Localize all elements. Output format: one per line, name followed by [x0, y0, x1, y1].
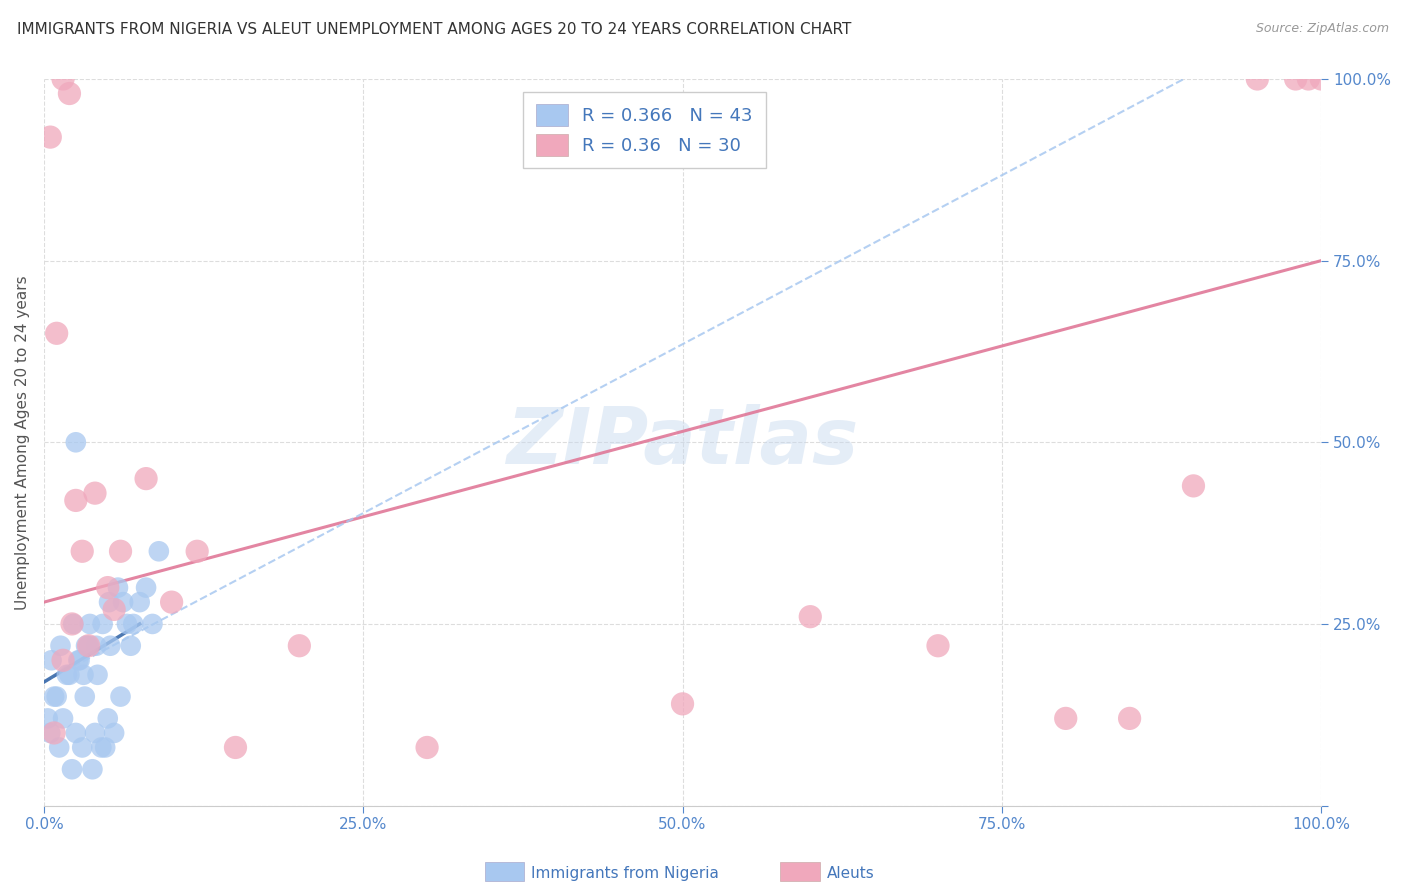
- Point: [1118, 711, 1140, 725]
- Point: [1285, 72, 1308, 87]
- Point: [97, 581, 120, 595]
- Point: [84, 639, 107, 653]
- Text: ZIPatlas: ZIPatlas: [506, 404, 859, 480]
- Point: [84, 726, 107, 740]
- Point: [416, 740, 439, 755]
- Point: [56, 668, 79, 682]
- Text: IMMIGRANTS FROM NIGERIA VS ALEUT UNEMPLOYMENT AMONG AGES 20 TO 24 YEARS CORRELAT: IMMIGRANTS FROM NIGERIA VS ALEUT UNEMPLO…: [17, 22, 851, 37]
- Point: [79, 616, 101, 631]
- Point: [103, 602, 125, 616]
- Point: [84, 486, 107, 500]
- Point: [65, 493, 87, 508]
- Point: [110, 544, 132, 558]
- Point: [1298, 72, 1320, 87]
- Point: [98, 639, 121, 653]
- Point: [60, 616, 83, 631]
- Point: [70, 544, 93, 558]
- Point: [58, 87, 80, 101]
- Point: [671, 697, 693, 711]
- Point: [160, 595, 183, 609]
- Point: [52, 653, 75, 667]
- Point: [1246, 72, 1268, 87]
- Point: [1182, 479, 1205, 493]
- Point: [82, 762, 104, 776]
- Point: [1054, 711, 1077, 725]
- Point: [103, 726, 125, 740]
- Point: [70, 740, 93, 755]
- Point: [224, 740, 246, 755]
- Point: [122, 616, 145, 631]
- Point: [112, 595, 135, 609]
- Point: [135, 581, 157, 595]
- Point: [1310, 72, 1333, 87]
- Point: [86, 668, 108, 682]
- Point: [62, 616, 84, 631]
- Point: [37, 711, 59, 725]
- Point: [58, 668, 80, 682]
- Point: [799, 609, 821, 624]
- Legend: R = 0.366   N = 43, R = 0.36   N = 30: R = 0.366 N = 43, R = 0.36 N = 30: [523, 92, 766, 169]
- Point: [52, 711, 75, 725]
- Point: [135, 472, 157, 486]
- Point: [94, 740, 117, 755]
- Point: [186, 544, 208, 558]
- Point: [90, 740, 112, 755]
- Text: Immigrants from Nigeria: Immigrants from Nigeria: [531, 866, 720, 880]
- Point: [128, 595, 150, 609]
- Point: [41, 653, 63, 667]
- Point: [60, 762, 83, 776]
- Point: [45, 690, 67, 704]
- Point: [927, 639, 949, 653]
- Point: [39, 130, 62, 145]
- Point: [120, 639, 142, 653]
- Text: Source: ZipAtlas.com: Source: ZipAtlas.com: [1256, 22, 1389, 36]
- Point: [97, 711, 120, 725]
- Point: [115, 616, 138, 631]
- Point: [42, 690, 65, 704]
- Point: [52, 72, 75, 87]
- Y-axis label: Unemployment Among Ages 20 to 24 years: Unemployment Among Ages 20 to 24 years: [15, 275, 30, 609]
- Point: [72, 668, 94, 682]
- Point: [39, 726, 62, 740]
- Point: [65, 435, 87, 450]
- Point: [67, 653, 90, 667]
- Point: [91, 616, 114, 631]
- Point: [69, 653, 91, 667]
- Point: [98, 595, 121, 609]
- Point: [75, 639, 97, 653]
- Point: [110, 690, 132, 704]
- Point: [141, 616, 163, 631]
- Point: [107, 581, 129, 595]
- Point: [45, 326, 67, 341]
- Point: [288, 639, 311, 653]
- Point: [49, 639, 72, 653]
- Point: [77, 639, 100, 653]
- Point: [65, 726, 87, 740]
- Point: [48, 740, 70, 755]
- Text: Aleuts: Aleuts: [827, 866, 875, 880]
- Point: [77, 639, 100, 653]
- Point: [73, 690, 96, 704]
- Point: [148, 544, 170, 558]
- Point: [42, 726, 65, 740]
